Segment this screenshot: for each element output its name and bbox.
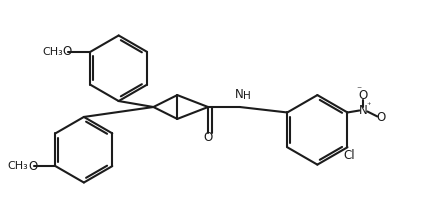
Text: ⁺: ⁺: [366, 101, 370, 110]
Text: Cl: Cl: [344, 149, 355, 162]
Text: N: N: [359, 104, 368, 117]
Text: ⁻: ⁻: [356, 86, 361, 96]
Text: O: O: [359, 89, 368, 102]
Text: CH₃: CH₃: [42, 47, 63, 57]
Text: N: N: [235, 88, 243, 101]
Text: O: O: [63, 45, 72, 58]
Text: O: O: [203, 131, 213, 144]
Text: O: O: [377, 111, 386, 124]
Text: H: H: [243, 91, 251, 101]
Text: CH₃: CH₃: [7, 161, 28, 171]
Text: O: O: [28, 160, 37, 173]
